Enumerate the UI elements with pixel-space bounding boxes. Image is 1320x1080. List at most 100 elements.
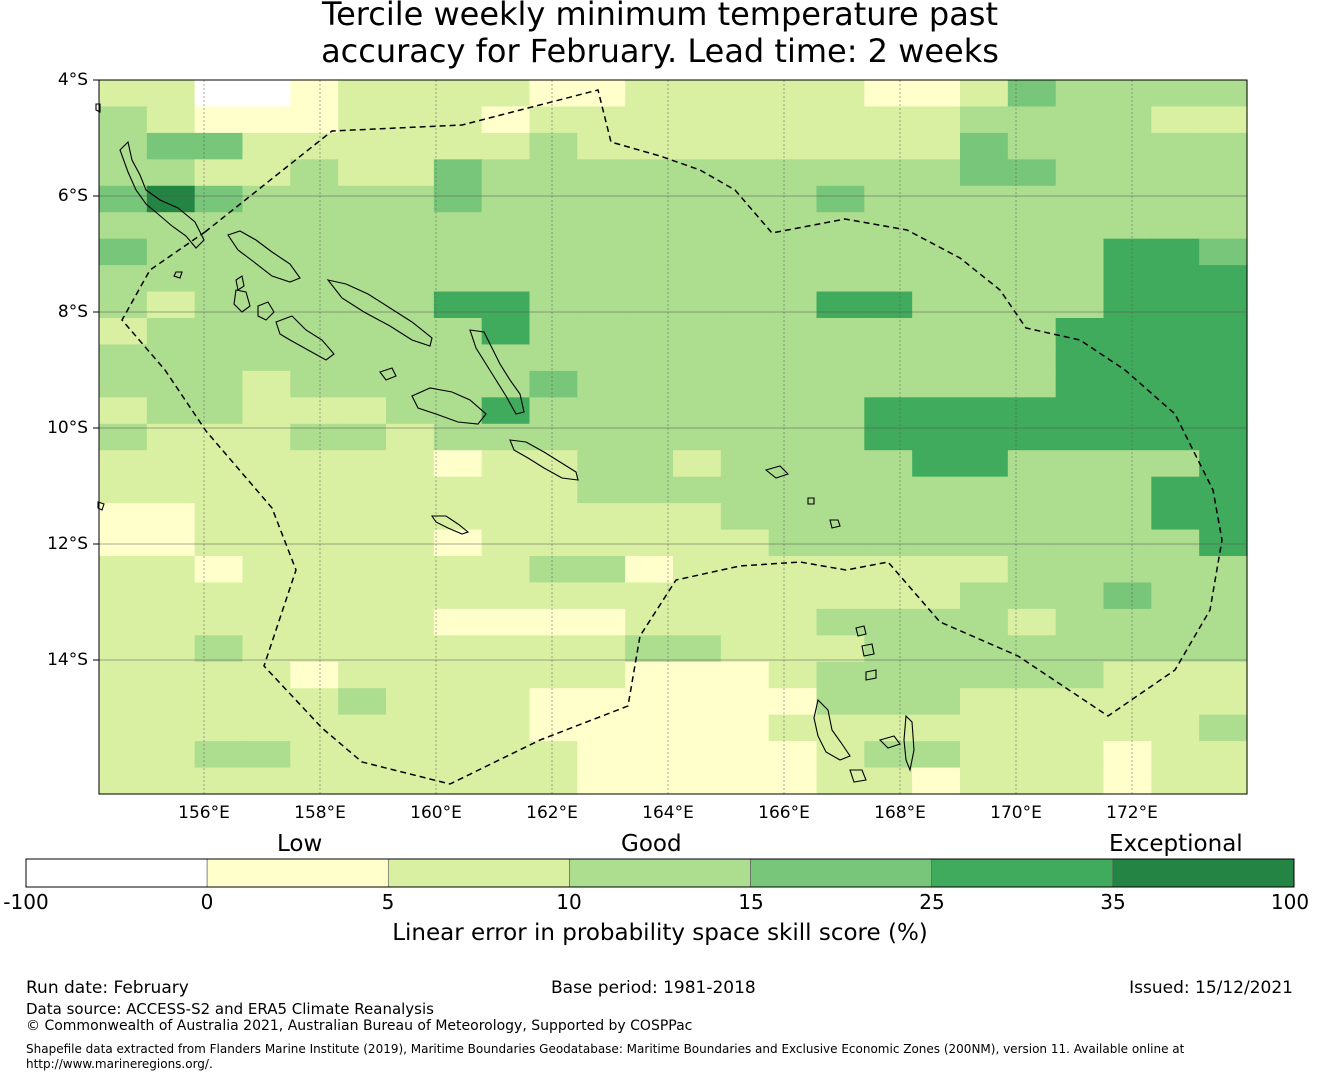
skill-cell — [338, 450, 387, 478]
skill-cell — [673, 661, 722, 689]
skill-cell — [625, 529, 674, 557]
skill-cell — [99, 80, 148, 108]
skill-cell — [242, 767, 291, 795]
skill-cell — [433, 212, 483, 240]
skill-cell — [290, 80, 339, 108]
skill-cell — [146, 450, 196, 478]
skill-cell — [529, 503, 578, 531]
skill-cell — [625, 450, 674, 478]
island-santa-isabel — [326, 279, 433, 347]
lat-label-4s: 4°S — [57, 70, 88, 90]
skill-cell — [1151, 608, 1200, 636]
skill-cell — [673, 291, 722, 319]
skill-cell — [481, 556, 531, 584]
skill-cell — [625, 423, 674, 451]
skill-cell — [290, 423, 339, 451]
skill-cell — [816, 714, 865, 742]
category-exceptional: Exceptional — [1109, 831, 1243, 857]
skill-cell — [99, 503, 148, 531]
skill-cell — [194, 344, 244, 372]
skill-cell — [194, 767, 244, 795]
skill-cell — [433, 608, 483, 636]
skill-cell — [1199, 291, 1248, 319]
skill-cell — [625, 635, 674, 663]
skill-cell — [768, 635, 818, 663]
skill-cell — [386, 132, 435, 160]
skill-cell — [768, 503, 818, 531]
skill-cell — [1007, 397, 1057, 425]
skill-cell — [816, 608, 865, 636]
skill-cell — [1103, 582, 1152, 610]
skill-cell — [864, 450, 913, 478]
skill-cell — [529, 106, 578, 134]
lat-label-8s: 8°S — [57, 302, 88, 322]
skill-cell — [1055, 423, 1105, 451]
skill-cell — [625, 344, 674, 372]
skill-cell — [194, 318, 244, 346]
skill-cell — [146, 741, 196, 769]
skill-cell — [386, 688, 435, 716]
skill-cell — [146, 106, 196, 134]
skill-cell — [338, 212, 387, 240]
skill-cell — [290, 397, 339, 425]
colorbar-tick: 15 — [738, 890, 764, 914]
skill-cell — [960, 370, 1009, 398]
island-espiritu-santo — [813, 698, 851, 761]
skill-cell — [481, 80, 531, 108]
skill-cell — [816, 397, 865, 425]
skill-cell — [146, 265, 196, 293]
skill-cell — [673, 529, 722, 557]
skill-cell — [386, 265, 435, 293]
skill-cell — [912, 423, 961, 451]
skill-cell — [625, 106, 674, 134]
skill-cell — [1199, 159, 1248, 187]
skill-cell — [1199, 767, 1248, 795]
skill-cell — [194, 635, 244, 663]
graticule — [99, 79, 1247, 794]
skill-cell — [242, 503, 291, 531]
skill-cell — [529, 476, 578, 504]
skill-cell — [1151, 238, 1200, 266]
skill-cell — [386, 529, 435, 557]
skill-cell — [673, 185, 722, 213]
skill-cell — [146, 635, 196, 663]
lat-label-6s: 6°S — [57, 186, 88, 206]
skill-cell — [386, 185, 435, 213]
skill-cell — [290, 159, 339, 187]
skill-cell — [99, 635, 148, 663]
skill-cell — [433, 159, 483, 187]
skill-cell — [1103, 661, 1152, 689]
skill-cell — [146, 503, 196, 531]
skill-cell — [386, 423, 435, 451]
skill-cell — [1103, 608, 1152, 636]
skill-cell — [720, 397, 770, 425]
skill-cell — [242, 265, 291, 293]
skill-cell — [673, 582, 722, 610]
skill-cell — [816, 80, 865, 108]
skill-cell — [529, 238, 578, 266]
skill-cell — [864, 556, 913, 584]
skill-cell — [242, 423, 291, 451]
skill-cell — [673, 397, 722, 425]
skill-cell — [194, 529, 244, 557]
skill-cell — [194, 714, 244, 742]
skill-cell — [864, 688, 913, 716]
skill-cell — [290, 106, 339, 134]
skill-cell — [960, 608, 1009, 636]
island-small-3 — [97, 501, 105, 511]
skill-cell — [1007, 582, 1057, 610]
skill-cell — [673, 80, 722, 108]
skill-cell — [625, 212, 674, 240]
colorbar-tick: 35 — [1100, 890, 1126, 914]
skill-cell — [338, 423, 387, 451]
island-bougainville — [119, 140, 205, 249]
skill-cell — [386, 767, 435, 795]
colorbar-tick: 10 — [556, 890, 582, 914]
skill-cell — [290, 635, 339, 663]
skill-cell — [529, 370, 578, 398]
skill-cell — [720, 608, 770, 636]
skill-cell — [960, 556, 1009, 584]
skill-cell — [242, 529, 291, 557]
skill-cell — [1103, 556, 1152, 584]
skill-cell — [290, 185, 339, 213]
